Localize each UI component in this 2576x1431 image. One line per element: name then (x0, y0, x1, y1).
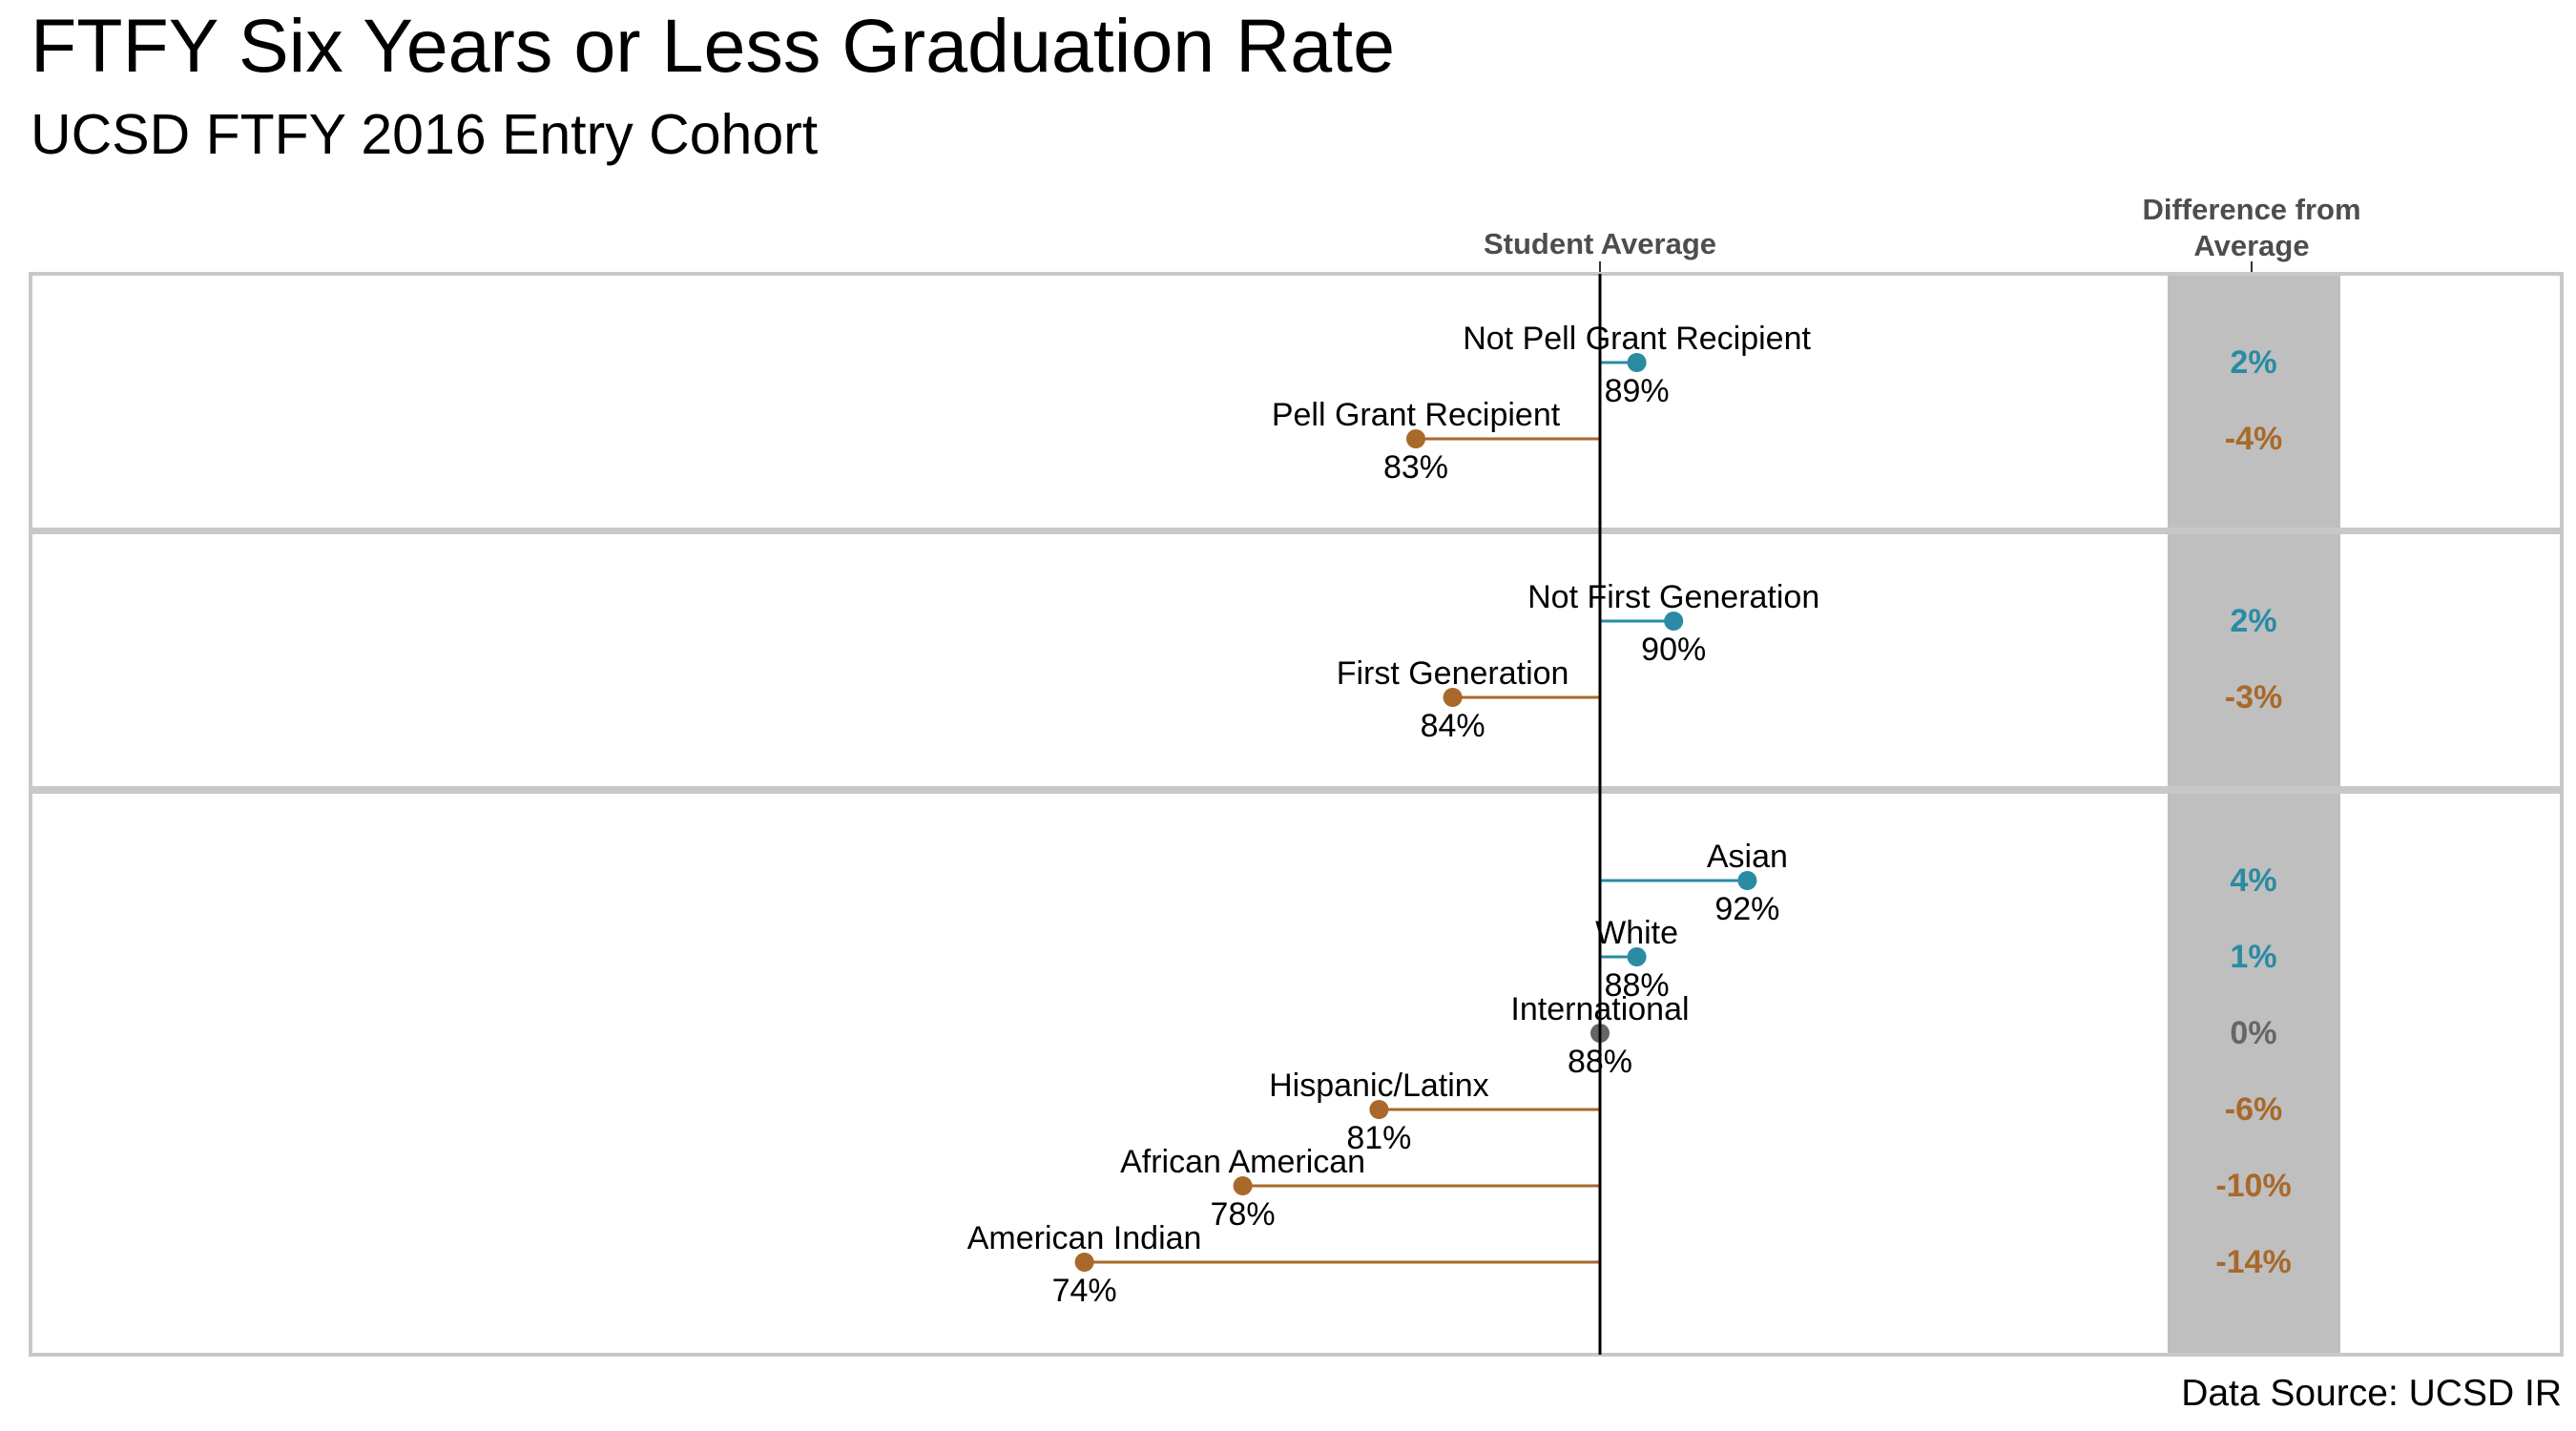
difference-label: -4% (2225, 421, 2282, 457)
category-label: First Generation (1337, 655, 1569, 692)
category-label: African American (1120, 1144, 1365, 1180)
category-label: Asian (1707, 839, 1788, 875)
panels: Not Pell Grant Recipient 89% 2% Pell Grant … (29, 272, 2564, 1357)
category-label: White (1595, 915, 1678, 951)
data-point (1074, 1253, 1094, 1272)
panel-border (29, 272, 2564, 531)
difference-band (2168, 274, 2340, 1355)
value-label: 81% (1346, 1120, 1411, 1156)
value-label: 78% (1211, 1196, 1276, 1233)
data-point (1627, 947, 1647, 966)
value-label: 88% (1605, 967, 1670, 1004)
difference-label: -14% (2215, 1244, 2291, 1280)
data-source: Data Source: UCSD IR (2181, 1373, 2562, 1414)
data-point (1737, 871, 1757, 890)
data-point (1233, 1176, 1253, 1195)
reference-label: Student Average (1484, 227, 1716, 260)
data-point (1627, 353, 1647, 372)
category-label: Pell Grant Recipient (1272, 397, 1561, 433)
difference-label: 2% (2230, 603, 2276, 639)
category-label: Not Pell Grant Recipient (1463, 321, 1811, 357)
category-label: Hispanic/Latinx (1269, 1068, 1489, 1104)
difference-label: -3% (2225, 679, 2282, 716)
data-point (1664, 612, 1684, 631)
data-point (1369, 1100, 1389, 1119)
value-label: 74% (1052, 1273, 1117, 1309)
difference-label: 1% (2230, 939, 2276, 975)
chart-subtitle: UCSD FTFY 2016 Entry Cohort (31, 103, 818, 166)
panel-border (29, 530, 2564, 790)
value-label: 92% (1714, 891, 1779, 927)
difference-label: 2% (2230, 344, 2276, 381)
difference-header-line2: Average (2193, 229, 2309, 262)
difference-label: -6% (2225, 1091, 2282, 1128)
data-point (1406, 429, 1425, 448)
value-label: 90% (1641, 632, 1706, 668)
value-label: 89% (1605, 373, 1670, 409)
difference-label: 4% (2230, 862, 2276, 899)
category-label: American Indian (967, 1220, 1202, 1256)
data-point (1443, 688, 1463, 707)
difference-label: 0% (2230, 1015, 2276, 1051)
chart-title: FTFY Six Years or Less Graduation Rate (31, 3, 1395, 88)
difference-header-line1: Difference from (2142, 193, 2360, 226)
value-label: 84% (1421, 708, 1485, 744)
category-label: Not First Generation (1527, 579, 1819, 615)
value-label: 83% (1383, 449, 1448, 486)
panel-border (29, 790, 2564, 1357)
difference-label: -10% (2215, 1168, 2291, 1204)
